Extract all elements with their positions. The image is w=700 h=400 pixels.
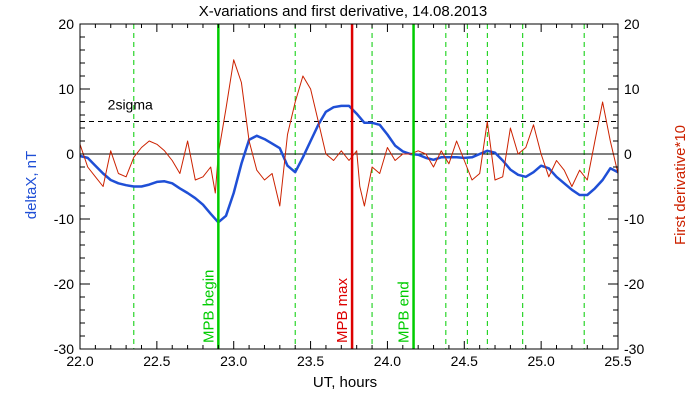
y-tick-label-right: -10 (624, 211, 644, 227)
y-tick-label-right: 20 (624, 16, 640, 32)
y-tick-label-left: -20 (54, 276, 74, 292)
y-tick-label-left: 10 (58, 81, 74, 97)
y-tick-label-right: 0 (624, 146, 632, 162)
y-tick-label-left: -30 (54, 341, 74, 357)
x-axis-label: UT, hours (313, 374, 377, 391)
x-tick-label: 23.0 (220, 353, 247, 369)
marker-label: MPB end (396, 281, 413, 343)
y-axis-label-left: deltaX, nT (23, 151, 40, 219)
x-tick-label: 22.5 (143, 353, 170, 369)
x-tick-label: 22.0 (66, 353, 93, 369)
y-axis-label-right: First derivative*10 (672, 125, 689, 245)
chart-title: X-variations and first derivative, 14.08… (199, 3, 488, 20)
deltax-series-line (79, 104, 619, 224)
x-tick-label: 25.5 (604, 353, 631, 369)
y-tick-label-left: 0 (66, 146, 74, 162)
plot-area: 2sigma MPB begin MPB max MPB end 22.0 22.5 23.… (54, 16, 645, 369)
y-tick-label-right: -30 (624, 341, 644, 357)
y-tick-label-left: 20 (58, 16, 74, 32)
y-tick-label-left: -10 (54, 211, 74, 227)
x-tick-label: 23.5 (297, 353, 324, 369)
marker-label: MPB max (334, 277, 351, 343)
y-tick-label-right: -20 (624, 276, 644, 292)
threshold-label: 2sigma (108, 97, 153, 113)
derivative-series-line (79, 59, 619, 207)
marker-label: MPB begin (200, 270, 217, 343)
plot-frame (79, 23, 619, 350)
y-tick-label-right: 10 (624, 81, 640, 97)
x-tick-label: 24.0 (374, 353, 401, 369)
x-tick-label: 24.5 (451, 353, 478, 369)
x-tick-label: 25.0 (528, 353, 555, 369)
